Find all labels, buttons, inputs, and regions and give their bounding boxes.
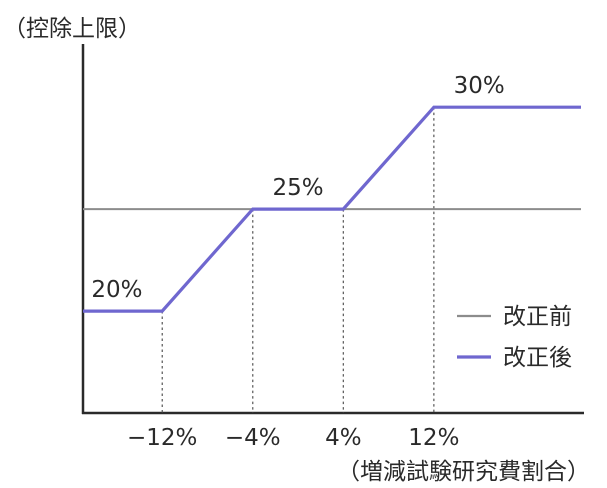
annotation-layer: 20% 25% 30% bbox=[91, 73, 504, 303]
x-tick-label: 12% bbox=[408, 425, 459, 451]
series-layer bbox=[83, 105, 581, 313]
y-axis-label: （控除上限） bbox=[3, 16, 141, 42]
x-tick-labels: −12% −4% 4% 12% bbox=[127, 425, 459, 451]
legend-label: 改正後 bbox=[503, 345, 572, 371]
value-label: 25% bbox=[272, 175, 323, 201]
series-line-after bbox=[83, 105, 581, 313]
x-tick-label: −12% bbox=[127, 425, 197, 451]
x-axis-label: （増減試験研究費割合） bbox=[337, 459, 590, 485]
value-label: 20% bbox=[91, 277, 142, 303]
x-tick-label: −4% bbox=[225, 425, 281, 451]
value-label: 30% bbox=[454, 73, 505, 99]
x-tick-label: 4% bbox=[325, 425, 362, 451]
legend-label: 改正前 bbox=[503, 304, 572, 330]
guide-lines bbox=[161, 107, 435, 413]
